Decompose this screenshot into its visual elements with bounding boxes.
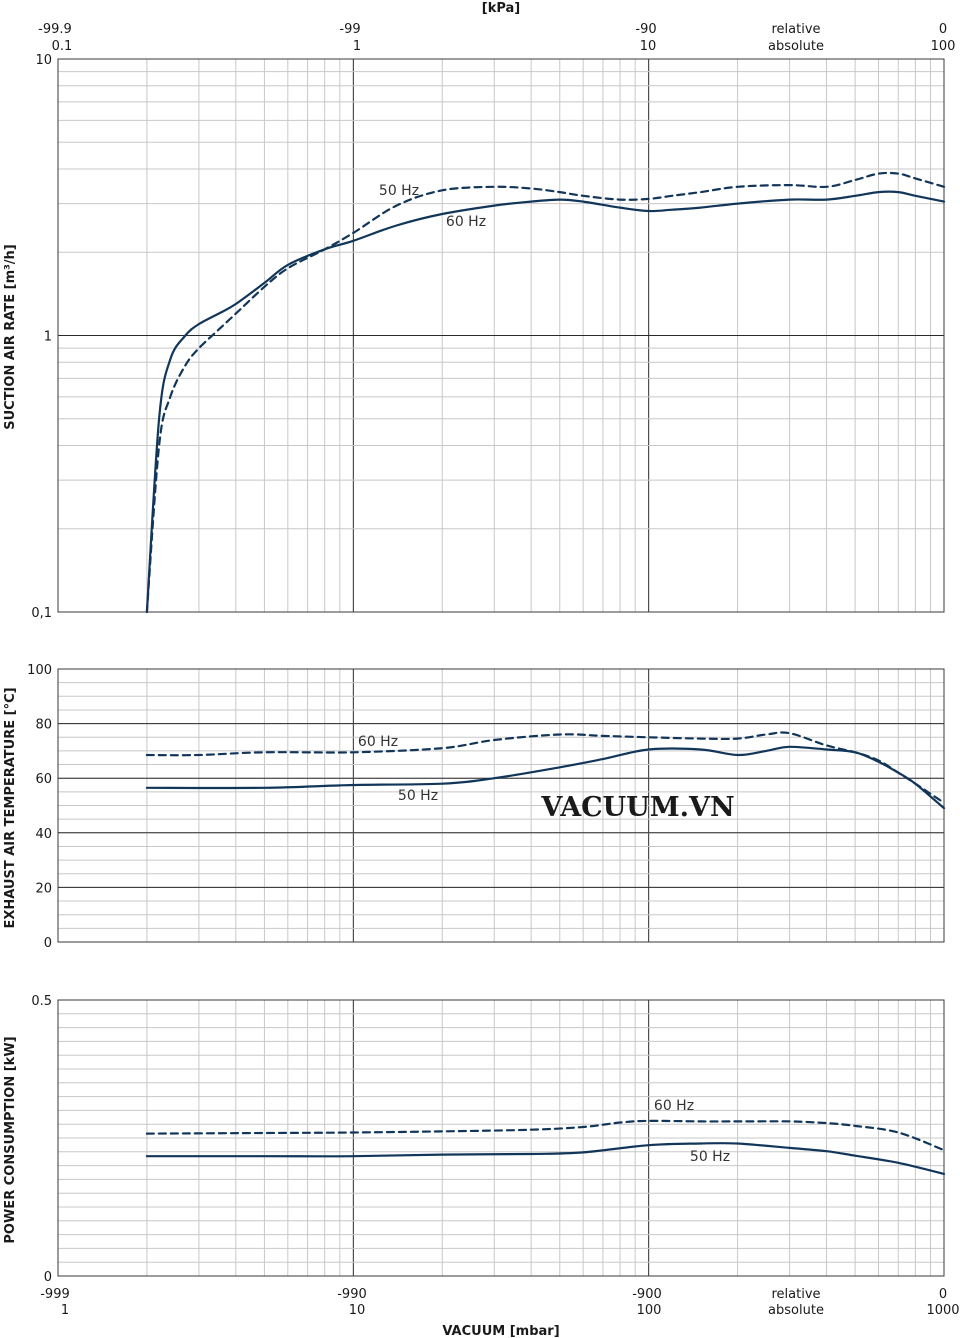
top-absolute-label: absolute [768, 39, 824, 54]
y-tick-label: 0 [44, 936, 52, 951]
top-tick-abs: 100 [931, 39, 956, 54]
bottom-axis: -999 1 -990 10 -900 100 relative absolut… [40, 1287, 959, 1338]
bottom-tick-rel: -990 [337, 1287, 367, 1302]
series-line-50hz [145, 1142, 946, 1175]
top-tick-abs: 1 [353, 39, 361, 54]
series-line-60hz [145, 731, 946, 804]
y-axis-title-power: POWER CONSUMPTION [kW] [3, 1036, 18, 1243]
top-tick-abs: 0.1 [52, 39, 73, 54]
y-tick-label: 0.5 [31, 994, 52, 1009]
series-label: 60 Hz [654, 1098, 694, 1114]
y-tick-label: 0 [44, 1270, 52, 1285]
watermark-text: VACUUM.VN [540, 792, 734, 823]
top-tick-rel: 0 [939, 22, 947, 37]
bottom-tick-rel: -999 [40, 1287, 70, 1302]
y-tick-label: 1 [44, 330, 52, 345]
bottom-absolute-label: absolute [768, 1303, 824, 1318]
bottom-axis-title: VACUUM [mbar] [442, 1324, 559, 1338]
exhaust-air-temperature-chart: 0 20 40 60 80 100 50 Hz 60 Hz [27, 663, 946, 951]
series-line-60hz [145, 1119, 946, 1152]
top-relative-label: relative [771, 22, 820, 37]
series-line-50hz [145, 745, 946, 810]
y-tick-label: 40 [35, 827, 52, 842]
series-label: 60 Hz [446, 214, 486, 230]
series-line-50hz [145, 190, 946, 614]
top-tick-abs: 10 [640, 39, 657, 54]
y-tick-label: 100 [27, 663, 52, 678]
y-axis-title-suction: SUCTION AIR RATE [m³/h] [3, 244, 18, 430]
bottom-relative-label: relative [771, 1287, 820, 1302]
y-tick-label: 10 [35, 53, 52, 68]
series-label: 50 Hz [379, 183, 419, 199]
suction-air-rate-chart: 0,1 1 10 50 Hz 60 Hz [31, 53, 946, 621]
series-line-60hz [145, 171, 946, 614]
series-label: 60 Hz [358, 734, 398, 750]
plot-frame [57, 999, 945, 1277]
y-tick-label: 60 [35, 772, 52, 787]
bottom-tick-abs: 100 [637, 1303, 662, 1318]
series-label: 50 Hz [690, 1149, 730, 1165]
y-axis-title-temperature: EXHAUST AIR TEMPERATURE [°C] [3, 687, 18, 928]
bottom-tick-abs: 1 [61, 1303, 69, 1318]
bottom-tick-abs: 1000 [926, 1303, 959, 1318]
top-axis: [kPa] -99.9 0.1 -99 1 -90 10 relative ab… [38, 1, 955, 54]
plot-frame [57, 668, 945, 943]
y-tick-label: 80 [35, 718, 52, 733]
y-tick-label: 0,1 [31, 606, 52, 621]
plot-frame [57, 58, 945, 613]
bottom-tick-abs: 10 [349, 1303, 366, 1318]
top-tick-rel: -99 [339, 22, 360, 37]
bottom-tick-rel: -900 [632, 1287, 662, 1302]
bottom-tick-rel: 0 [939, 1287, 947, 1302]
top-tick-rel: -90 [635, 22, 656, 37]
top-axis-title: [kPa] [482, 1, 520, 16]
top-tick-rel: -99.9 [38, 22, 72, 37]
series-label: 50 Hz [398, 788, 438, 804]
power-consumption-chart: 0 0.5 50 Hz 60 Hz [31, 994, 946, 1285]
y-tick-label: 20 [35, 881, 52, 896]
